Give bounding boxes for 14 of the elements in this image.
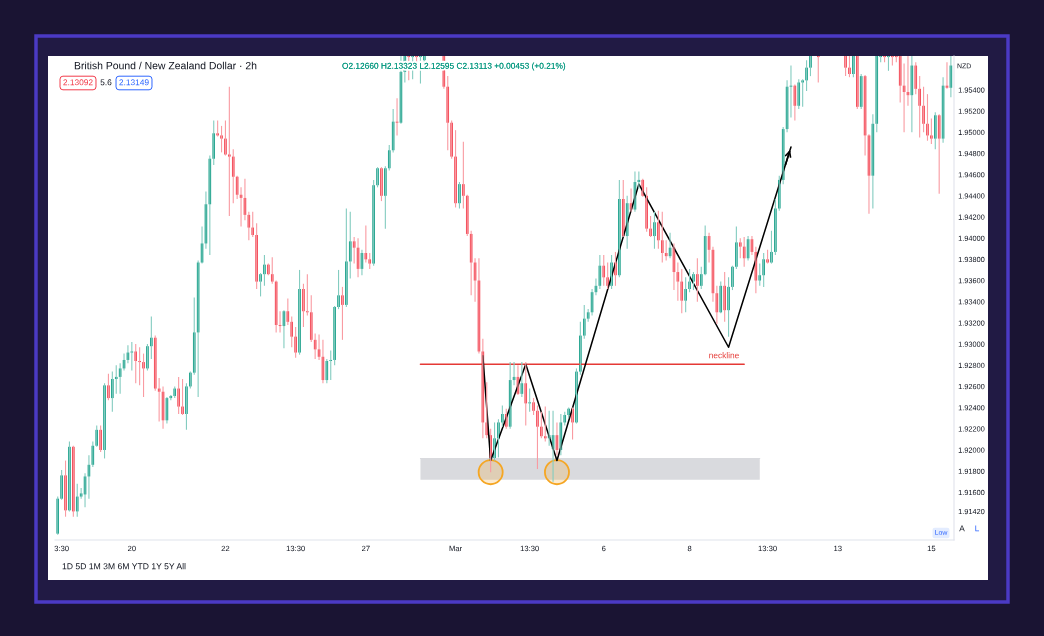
annotation: 2.13092 (63, 79, 93, 86)
annotation: 2.13149 (119, 79, 149, 86)
annotation: neckline (709, 352, 739, 359)
line-series (482, 146, 792, 462)
candlestick (930, 117, 933, 145)
text: 1D 5D 1M 3M 6M YTD 1Y 5Y All (62, 562, 186, 570)
annotation: 5.6 (100, 79, 112, 86)
candlestick (228, 86, 231, 217)
candlestick (220, 125, 223, 153)
text: L (975, 525, 980, 532)
candlestick (766, 249, 769, 265)
chart-title: British Pound / New Zealand Dollar · 2h (74, 61, 257, 70)
candlestick (738, 237, 742, 259)
text: A (959, 525, 965, 532)
